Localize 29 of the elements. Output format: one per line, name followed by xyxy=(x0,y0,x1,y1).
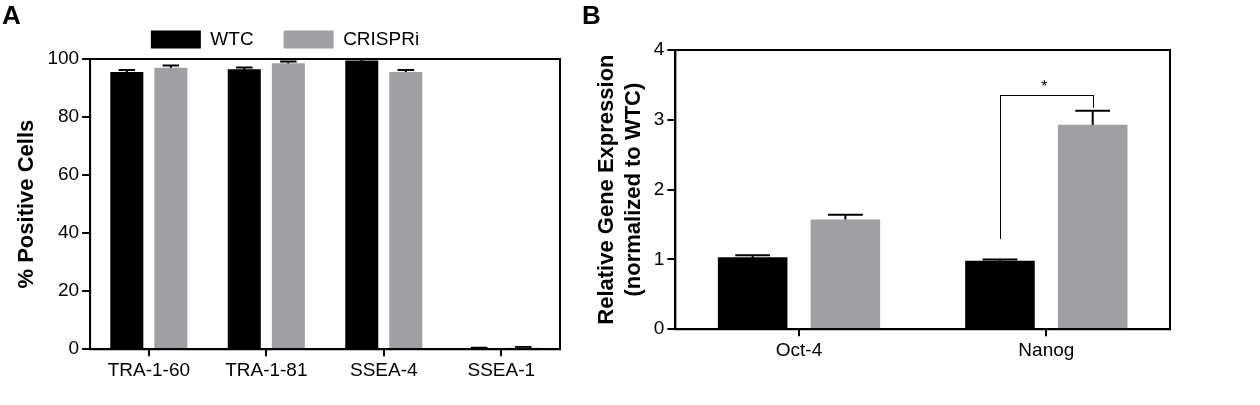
bar xyxy=(389,72,423,349)
y-axis-title: % Positive Cells xyxy=(13,119,39,289)
y-tick-label: 1 xyxy=(653,247,665,269)
chart-title: B xyxy=(582,0,601,31)
bar xyxy=(271,63,305,349)
x-tick-label: TRA-1-81 xyxy=(225,358,308,380)
x-tick-label: Oct-4 xyxy=(775,338,823,360)
y-tick-label: 3 xyxy=(653,108,665,130)
y-tick-label: 0 xyxy=(653,317,665,339)
y-tick-label: 40 xyxy=(57,221,80,243)
y-tick-label: 80 xyxy=(57,105,80,127)
y-tick-label: 4 xyxy=(653,38,665,60)
y-tick-label: 2 xyxy=(653,177,665,199)
y-axis-title: Relative Gene Expression (normalized to WTC) xyxy=(593,54,645,325)
legend-label: CRISPRi xyxy=(343,27,420,49)
bar xyxy=(1057,124,1128,329)
y-tick-label: 0 xyxy=(68,337,80,359)
y-tick-label: 20 xyxy=(57,279,80,301)
x-tick-label: Nanog xyxy=(1018,338,1075,360)
bar xyxy=(810,219,881,329)
legend-label: WTC xyxy=(210,27,254,49)
x-tick-label: SSEA-1 xyxy=(467,358,536,380)
chart-title: A xyxy=(2,0,21,31)
x-tick-label: TRA-1-60 xyxy=(107,358,191,380)
y-tick-label: 100 xyxy=(47,47,80,69)
bar xyxy=(154,67,188,349)
annotation: * xyxy=(1041,78,1048,95)
x-tick-label: SSEA-4 xyxy=(349,358,419,380)
y-tick-label: 60 xyxy=(57,163,80,185)
